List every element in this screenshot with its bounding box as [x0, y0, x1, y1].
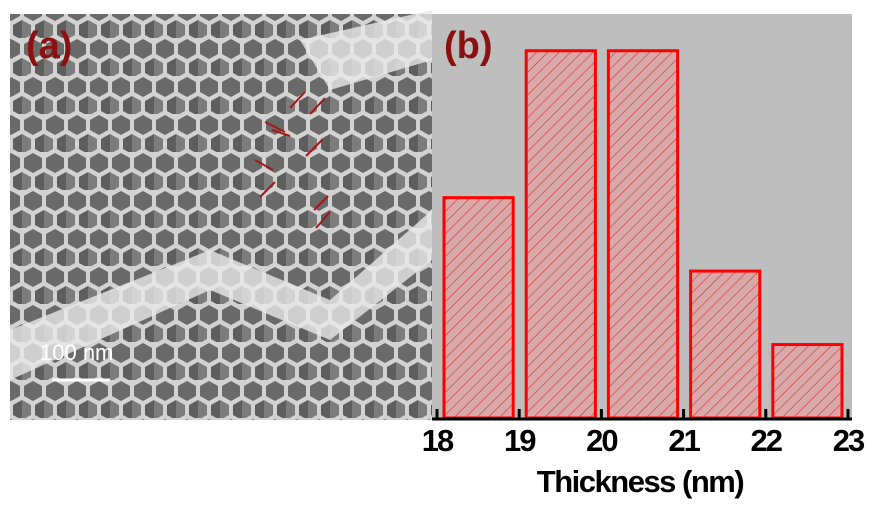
- micrograph: [10, 14, 432, 420]
- panel-label: (b): [444, 25, 493, 67]
- histogram: 18 19 20 21 22 23 Thickness (nm) (b): [422, 14, 867, 499]
- x-tick-label: 18: [422, 423, 454, 458]
- x-tick-label: 23: [833, 423, 865, 458]
- arrows: [254, 91, 331, 229]
- x-tick-label: 19: [504, 423, 536, 458]
- bar: [689, 269, 762, 420]
- x-tick-label: 20: [586, 423, 617, 458]
- bar: [524, 49, 597, 420]
- x-axis-title: Thickness (nm): [537, 464, 744, 499]
- x-tick-label: 22: [751, 423, 782, 458]
- bar: [771, 343, 844, 420]
- gap-region: [300, 10, 432, 90]
- scale-bar-label: 100 nm: [40, 340, 113, 365]
- x-tick-label: 21: [668, 423, 700, 458]
- bar: [606, 49, 680, 420]
- tem-image: 100 nm (a): [10, 10, 432, 420]
- gap-region: [10, 210, 432, 380]
- bar: [442, 196, 515, 420]
- panel-label: (a): [26, 25, 72, 67]
